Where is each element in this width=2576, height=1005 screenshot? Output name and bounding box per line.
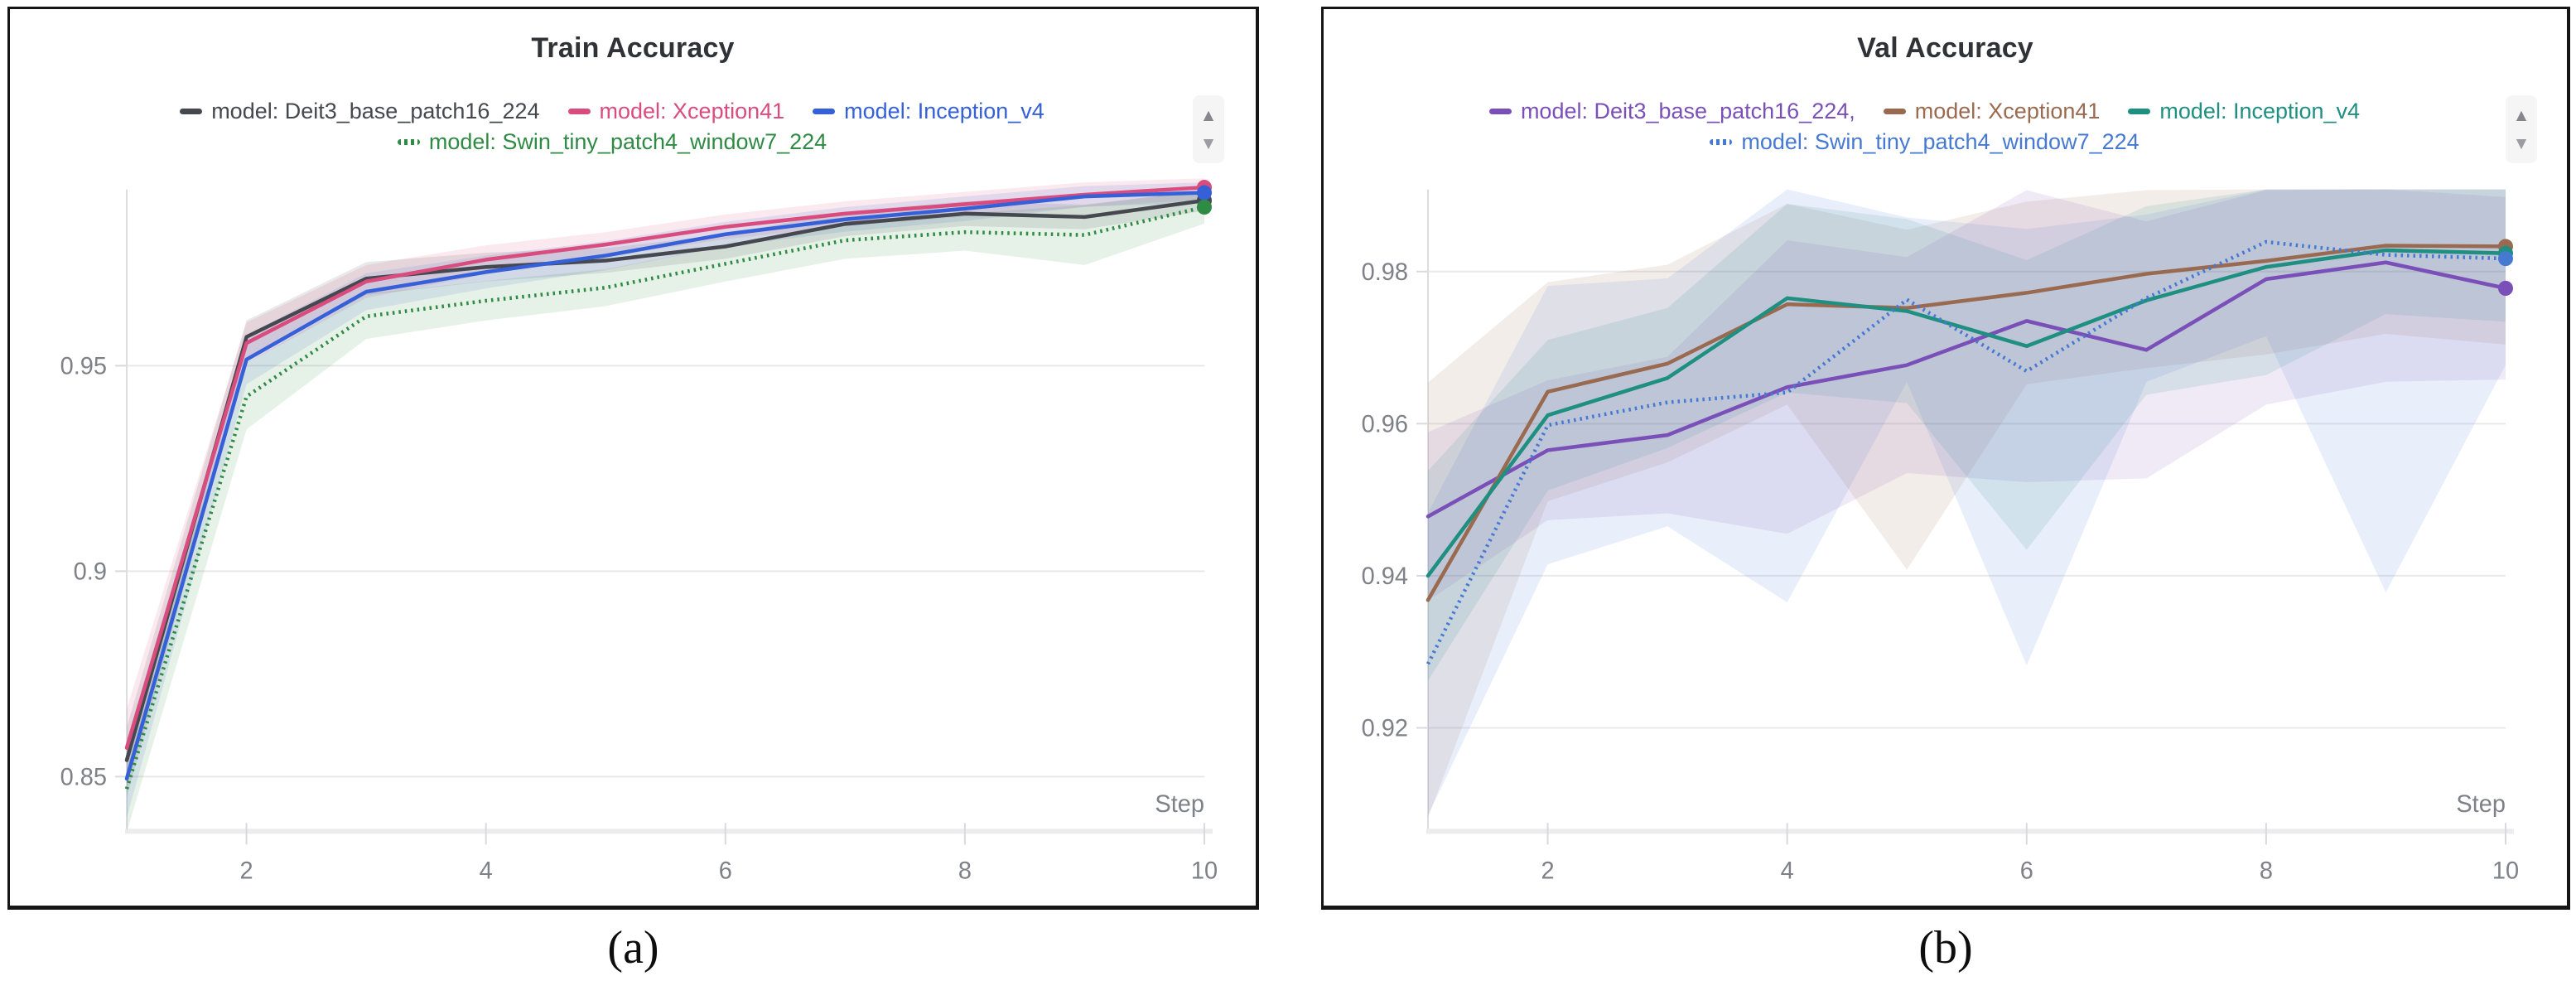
chart-legend: model: Deit3_base_patch16_224, model: Xce… — [1348, 99, 2501, 155]
confidence-band — [1428, 189, 2506, 818]
y-tick-label: 0.98 — [1362, 259, 1408, 286]
series-line — [1425, 248, 2508, 578]
scroll-down-icon[interactable]: ▼ — [1199, 133, 1218, 153]
series-end-dot — [2498, 251, 2513, 267]
scroll-down-icon[interactable]: ▼ — [2512, 133, 2530, 153]
x-tick-label: 4 — [1781, 858, 1794, 885]
y-tick-label: 0.92 — [1362, 715, 1408, 742]
legend-label: model: Inception_v4 — [2159, 99, 2361, 123]
line-chart-plot[interactable]: 0.85 0.9 0.95 2 4 6 8 10 Step — [10, 9, 1256, 906]
legend-item: model: Swin_tiny_patch4_window7_224 — [397, 129, 827, 155]
y-tick-label: 0.95 — [60, 353, 107, 379]
legend-item: model: Inception_v4 — [813, 99, 1044, 124]
confidence-band — [1428, 189, 2506, 816]
legend-item: model: Xception41 — [1883, 99, 2101, 124]
legend-swatch-icon — [1883, 109, 1906, 114]
y-tick-label: 0.85 — [60, 764, 107, 790]
x-tick-label: 8 — [958, 858, 972, 885]
x-tick-label: 10 — [2492, 858, 2519, 885]
series-end-dot — [2498, 280, 2513, 297]
legend-swatch-icon — [180, 109, 203, 114]
legend-item: model: Swin_tiny_patch4_window7_224 — [1710, 129, 2139, 155]
y-tick-label: 0.94 — [1362, 563, 1408, 590]
val-accuracy-panel: Val Accuracy model: Deit3_base_patch16_2… — [1321, 7, 2570, 910]
confidence-band — [1428, 189, 2506, 602]
x-axis-title: Step — [1155, 791, 1204, 818]
scroll-up-icon[interactable]: ▲ — [2512, 105, 2530, 125]
legend-label: model: Xception41 — [599, 99, 785, 123]
legend-label: model: Deit3_base_patch16_224 — [211, 99, 540, 123]
series-line — [1425, 244, 2508, 602]
x-tick-label: 8 — [2260, 858, 2273, 885]
chart-title: Val Accuracy — [1857, 32, 2033, 64]
legend-item: model: Deit3_base_patch16_224 — [180, 99, 540, 124]
chart-legend: model: Deit3_base_patch16_224 model: Xcep… — [35, 99, 1189, 155]
legend-label: model: Swin_tiny_patch4_window7_224 — [1741, 129, 2139, 154]
series-end-dot — [1197, 199, 1212, 215]
panel-scroller[interactable]: ▲ ▼ — [2506, 95, 2537, 163]
legend-swatch-icon — [397, 139, 420, 145]
confidence-band — [127, 191, 1204, 833]
confidence-band — [1428, 189, 2506, 681]
legend-label: model: Inception_v4 — [844, 99, 1044, 123]
line-chart-plot[interactable]: 0.92 0.94 0.96 0.98 2 4 6 8 10 Step — [1324, 9, 2567, 906]
figure-caption-b: (b) — [1918, 922, 1973, 974]
x-tick-label: 10 — [1191, 858, 1218, 885]
series-end-dot — [1197, 185, 1212, 201]
x-axis-title: Step — [2456, 791, 2506, 818]
x-tick-label: 2 — [239, 858, 253, 885]
legend-swatch-icon — [2128, 109, 2151, 114]
legend-item: model: Inception_v4 — [2128, 99, 2360, 124]
legend-swatch-icon — [1710, 139, 1733, 145]
legend-swatch-icon — [813, 109, 836, 114]
series-line — [124, 185, 1207, 750]
legend-item: model: Deit3_base_patch16_224, — [1488, 99, 1855, 124]
x-tick-label: 6 — [719, 858, 732, 885]
legend-swatch-icon — [567, 109, 591, 114]
series-line — [1425, 239, 2506, 665]
legend-label: model: Xception41 — [1914, 99, 2101, 123]
panel-scroller[interactable]: ▲ ▼ — [1193, 95, 1224, 163]
y-tick-label: 0.9 — [74, 558, 107, 585]
y-tick-label: 0.96 — [1362, 411, 1408, 437]
chart-title: Train Accuracy — [531, 32, 735, 64]
train-accuracy-panel: Train Accuracy model: Deit3_base_patch16… — [7, 7, 1259, 910]
series-line — [124, 205, 1205, 790]
scroll-up-icon[interactable]: ▲ — [1199, 105, 1218, 125]
series-line — [1425, 260, 2508, 519]
figure-caption-a: (a) — [607, 922, 659, 974]
legend-item: model: Xception41 — [567, 99, 785, 124]
legend-label: model: Swin_tiny_patch4_window7_224 — [428, 129, 827, 154]
legend-swatch-icon — [1488, 109, 1512, 114]
x-tick-label: 4 — [480, 858, 493, 885]
x-tick-label: 6 — [2020, 858, 2033, 885]
series-line — [124, 191, 1207, 781]
series-line — [124, 198, 1207, 762]
x-tick-label: 2 — [1541, 858, 1554, 885]
legend-label: model: Deit3_base_patch16_224, — [1520, 99, 1855, 123]
